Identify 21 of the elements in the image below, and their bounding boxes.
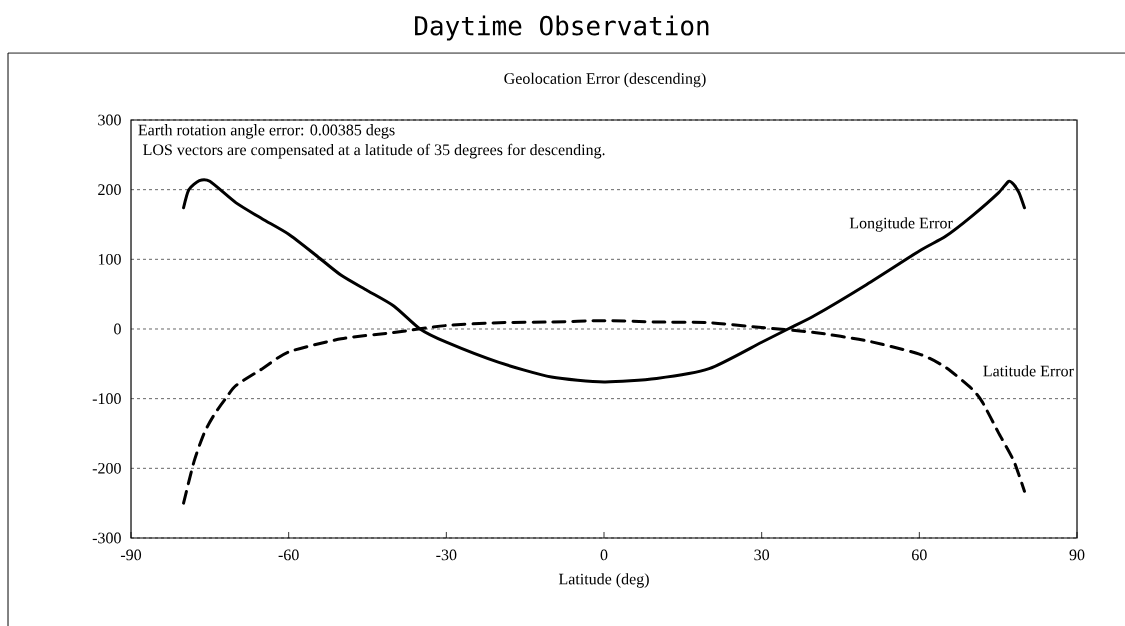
x-tick-label: -30 bbox=[436, 549, 457, 561]
chart-title: Daytime Observation bbox=[415, 15, 709, 41]
y-tick-label: -100 bbox=[92, 393, 121, 405]
y-tick-label: 200 bbox=[98, 184, 121, 196]
x-tick-label: 90 bbox=[1069, 549, 1085, 561]
series-label: Latitude Error bbox=[983, 365, 1074, 377]
series-label: Longitude Error bbox=[849, 217, 953, 232]
annotation: LOS vectors are compensated at a latitude of 35 degrees for descending. bbox=[143, 143, 605, 159]
y-tick-label: -200 bbox=[92, 462, 121, 474]
annotation: Earth rotation angle error: 0.00385 degs bbox=[138, 124, 395, 139]
x-tick-label: 30 bbox=[754, 549, 770, 561]
x-tick-label: -60 bbox=[278, 549, 299, 561]
x-axis-title: Latitude (deg) bbox=[558, 573, 649, 588]
x-tick-label: 0 bbox=[600, 549, 608, 561]
x-tick-label: -90 bbox=[120, 549, 142, 561]
x-tick-label: 60 bbox=[912, 549, 927, 561]
chart-subtitle: Geolocation Error (descending) bbox=[504, 72, 706, 88]
y-tick-label: 100 bbox=[98, 253, 121, 265]
y-tick-label: -300 bbox=[92, 532, 121, 544]
y-tick-label: 0 bbox=[114, 323, 121, 335]
y-tick-label: 300 bbox=[98, 114, 121, 126]
